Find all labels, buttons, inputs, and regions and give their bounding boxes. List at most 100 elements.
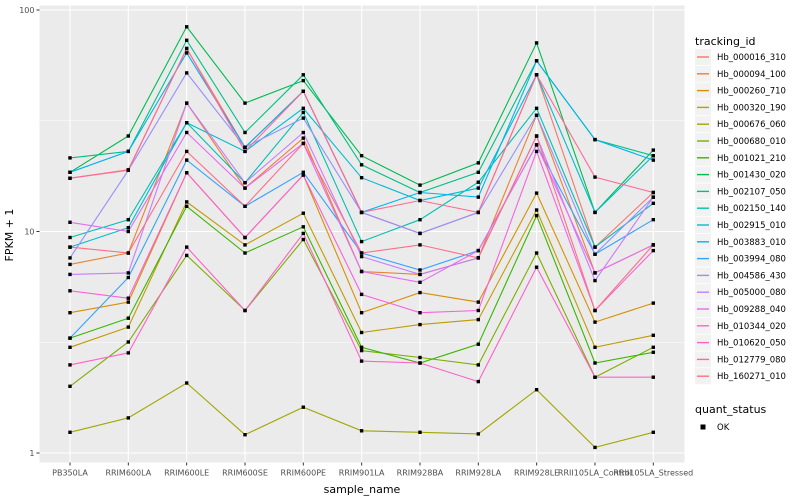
legend-item-label: Hb_002107_050 bbox=[717, 187, 786, 197]
data-point bbox=[68, 176, 72, 180]
data-point bbox=[301, 173, 305, 177]
data-point bbox=[359, 345, 364, 349]
data-point bbox=[418, 183, 422, 187]
data-point bbox=[126, 251, 130, 255]
data-point bbox=[359, 292, 364, 297]
data-point bbox=[126, 351, 130, 355]
legend-item-label: Hb_012779_080 bbox=[717, 355, 786, 365]
data-point bbox=[476, 186, 480, 190]
data-point bbox=[185, 101, 189, 105]
data-point bbox=[126, 316, 130, 320]
data-point bbox=[651, 158, 655, 162]
data-point bbox=[185, 200, 189, 204]
data-point bbox=[243, 181, 247, 185]
data-point bbox=[126, 218, 130, 222]
data-point bbox=[68, 289, 72, 293]
data-point bbox=[301, 130, 305, 135]
data-point bbox=[359, 269, 364, 274]
data-point bbox=[126, 226, 130, 230]
legend-item-Hb_004586_430: Hb_004586_430 bbox=[695, 267, 786, 284]
data-point bbox=[301, 116, 305, 120]
data-point bbox=[68, 336, 72, 340]
data-point bbox=[243, 243, 247, 247]
data-point bbox=[476, 379, 480, 384]
data-point bbox=[68, 170, 72, 174]
x-tick-label: RRIM600LA bbox=[105, 469, 151, 478]
data-point bbox=[243, 145, 247, 149]
legend-quant-status: OK bbox=[700, 423, 730, 433]
data-point bbox=[301, 78, 305, 83]
data-point bbox=[359, 163, 364, 167]
data-point bbox=[418, 355, 422, 360]
legend-item-Hb_000016_310: Hb_000016_310 bbox=[695, 49, 786, 65]
data-point bbox=[359, 251, 364, 255]
legend-item-label: Hb_000016_310 bbox=[717, 53, 786, 63]
data-point bbox=[418, 243, 422, 247]
data-point bbox=[243, 251, 247, 255]
data-point bbox=[651, 345, 655, 349]
data-point bbox=[534, 191, 539, 195]
legend-item-label: Hb_000260_710 bbox=[717, 87, 786, 97]
data-point bbox=[185, 25, 189, 29]
data-point bbox=[243, 204, 247, 208]
data-point bbox=[651, 190, 655, 195]
data-point bbox=[126, 229, 130, 234]
data-point bbox=[359, 311, 364, 315]
data-point bbox=[593, 278, 597, 283]
data-point bbox=[418, 290, 422, 295]
legend-title-tracking-id: tracking_id bbox=[695, 35, 756, 48]
data-points bbox=[68, 25, 655, 450]
data-point bbox=[534, 106, 539, 110]
data-point bbox=[126, 416, 130, 420]
x-tick-label: RRII105LA_Control bbox=[558, 469, 632, 478]
data-point bbox=[651, 154, 655, 158]
x-tick-label: RRIM928LE bbox=[514, 469, 559, 478]
data-point bbox=[534, 149, 539, 154]
data-point bbox=[359, 348, 364, 353]
x-axis-title: sample_name bbox=[324, 483, 401, 496]
data-point bbox=[359, 429, 364, 433]
data-point bbox=[68, 311, 72, 315]
data-point bbox=[68, 235, 72, 240]
legend-item-Hb_002150_140: Hb_002150_140 bbox=[695, 200, 786, 217]
data-point bbox=[185, 158, 189, 162]
data-point bbox=[359, 210, 364, 215]
legend-item-Hb_003883_010: Hb_003883_010 bbox=[695, 233, 786, 250]
y-tick-label: 1 bbox=[29, 449, 34, 458]
data-point bbox=[126, 275, 130, 280]
legend-tracking-id: Hb_000016_310 Hb_000094_100 Hb_000260_710 H… bbox=[695, 49, 786, 385]
data-point bbox=[534, 113, 539, 117]
data-point bbox=[185, 130, 189, 135]
data-point bbox=[534, 134, 539, 138]
data-point bbox=[534, 143, 539, 147]
legend-item-Hb_012779_080: Hb_012779_080 bbox=[695, 351, 786, 368]
data-point bbox=[126, 149, 130, 154]
data-point bbox=[301, 170, 305, 174]
x-tick-label: PB350LA bbox=[52, 469, 88, 478]
data-point bbox=[243, 101, 247, 105]
data-point bbox=[68, 245, 72, 249]
data-point bbox=[359, 254, 364, 259]
data-point bbox=[651, 148, 655, 152]
data-point bbox=[185, 171, 189, 175]
data-point bbox=[301, 136, 305, 140]
data-point bbox=[418, 361, 422, 365]
data-point bbox=[68, 262, 72, 267]
legend-item-Hb_000094_100: Hb_000094_100 bbox=[695, 65, 786, 82]
legend-item-Hb_002107_050: Hb_002107_050 bbox=[695, 183, 786, 200]
data-point bbox=[68, 363, 72, 367]
data-point bbox=[593, 175, 597, 179]
data-point bbox=[476, 300, 480, 304]
data-point bbox=[185, 71, 189, 75]
data-point bbox=[651, 195, 655, 199]
data-point bbox=[476, 342, 480, 346]
data-point bbox=[126, 325, 130, 329]
x-tick-label: RRIM600SE bbox=[222, 469, 268, 478]
data-point bbox=[68, 384, 72, 388]
data-point bbox=[651, 218, 655, 222]
x-tick-label: RRIM928LA bbox=[455, 469, 501, 478]
data-point bbox=[243, 186, 247, 190]
data-point bbox=[301, 89, 305, 93]
data-point bbox=[68, 430, 72, 434]
